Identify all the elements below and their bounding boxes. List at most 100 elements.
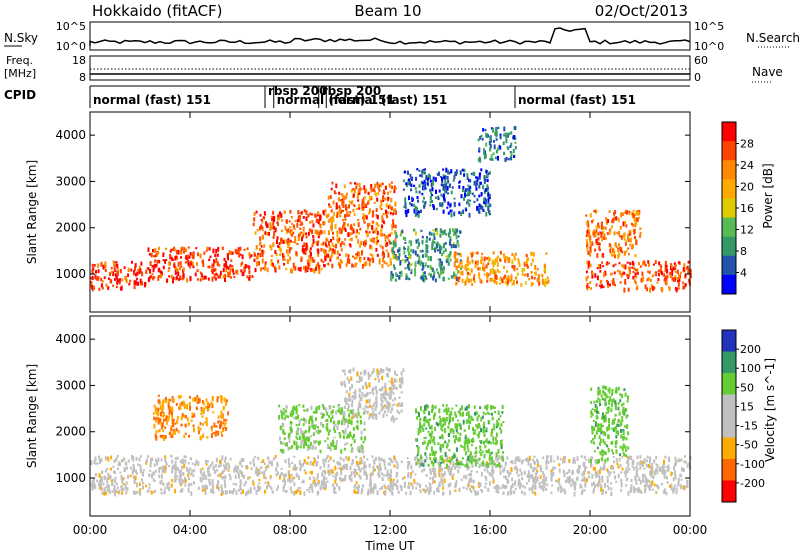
power-cell <box>493 139 495 143</box>
power-cell <box>288 220 291 223</box>
velocity-cell <box>199 476 202 480</box>
power-cell <box>289 268 292 274</box>
velocity-cell <box>485 465 488 470</box>
velocity-cell <box>609 471 612 474</box>
velocity-cell <box>351 395 354 399</box>
velocity-cell <box>316 426 319 429</box>
power-cell <box>636 219 639 222</box>
power-cell <box>647 277 650 281</box>
power-cell <box>631 215 634 219</box>
power-cell <box>180 256 182 259</box>
velocity-cell <box>309 441 312 446</box>
power-cell <box>476 251 479 255</box>
velocity-cell <box>623 471 626 474</box>
power-cell <box>494 258 497 263</box>
velocity-cell <box>278 475 281 480</box>
velocity-cell <box>383 396 386 401</box>
velocity-cell <box>445 416 448 422</box>
power-cell <box>452 242 455 246</box>
velocity-cell <box>656 469 659 475</box>
power-cell <box>430 232 433 236</box>
power-cell <box>685 267 688 270</box>
velocity-cell <box>418 463 421 469</box>
velocity-cell <box>220 400 223 404</box>
power-cell <box>463 196 466 201</box>
velocity-cell <box>160 491 163 495</box>
power-cell <box>246 264 249 268</box>
velocity-cell <box>190 491 193 496</box>
power-cell <box>600 234 603 239</box>
velocity-cell <box>400 409 403 413</box>
velocity-cell <box>324 440 327 443</box>
velocity-cell <box>674 477 677 480</box>
velocity-cell <box>476 416 479 422</box>
power-cell <box>203 251 206 255</box>
power-cell <box>264 231 267 235</box>
velocity-cell <box>164 457 167 463</box>
velocity-cell <box>302 462 304 467</box>
velocity-cell <box>680 458 683 461</box>
velocity-cell <box>636 461 639 466</box>
power-cell <box>382 191 385 195</box>
velocity-cell <box>510 485 513 490</box>
power-cell <box>625 224 628 228</box>
velocity-cell <box>437 486 440 491</box>
power-cell <box>493 280 496 284</box>
velocity-cell <box>349 386 351 392</box>
velocity-cell <box>319 449 322 454</box>
velocity-cell <box>657 485 660 490</box>
velocity-cell <box>427 422 430 427</box>
power-cell <box>335 205 338 210</box>
power-cell <box>109 273 111 276</box>
power-cell <box>597 264 600 268</box>
power-cell <box>617 217 620 223</box>
power-cell <box>391 224 394 228</box>
velocity-cell <box>440 468 443 472</box>
power-cell <box>382 257 384 263</box>
power-cell <box>609 252 612 255</box>
velocity-cell <box>366 399 369 403</box>
velocity-cell <box>260 471 263 474</box>
velocity-cell <box>283 411 286 416</box>
power-cell <box>457 243 460 248</box>
power-cell <box>253 258 256 262</box>
velocity-cell <box>210 488 213 493</box>
velocity-cell <box>474 458 477 464</box>
power-cell <box>174 255 177 261</box>
power-cell <box>374 229 376 234</box>
velocity-cell <box>492 441 495 445</box>
power-cell <box>240 263 243 267</box>
power-cell <box>606 261 609 266</box>
velocity-cell <box>407 482 410 486</box>
power-cell <box>241 272 244 277</box>
power-cell <box>431 187 434 192</box>
velocity-cell <box>223 422 226 427</box>
power-cell <box>200 273 203 278</box>
power-cell <box>439 246 442 251</box>
power-cell <box>656 281 659 284</box>
velocity-cell <box>564 490 567 495</box>
velocity-cell <box>163 467 166 472</box>
power-cell <box>352 209 355 213</box>
power-cell <box>351 263 354 268</box>
power-cell <box>492 268 494 273</box>
power-cell <box>297 236 300 241</box>
velocity-cell <box>375 397 378 402</box>
power-cell <box>459 230 462 234</box>
power-y-tick-label: 2000 <box>55 221 86 235</box>
velocity-cell <box>337 461 340 466</box>
velocity-cell <box>221 455 224 461</box>
power-cell <box>317 221 320 224</box>
power-cell <box>177 261 180 267</box>
velocity-cell <box>534 485 537 490</box>
power-cell <box>631 266 634 269</box>
power-cell <box>470 269 473 273</box>
velocity-cell <box>499 440 502 446</box>
velocity-cell <box>294 463 297 468</box>
velocity-cell <box>643 484 646 488</box>
power-cell <box>546 281 549 285</box>
velocity-cell <box>162 414 165 418</box>
velocity-cell <box>257 484 259 489</box>
velocity-cell <box>390 389 393 393</box>
power-cbar-label: Power [dB] <box>761 163 775 228</box>
